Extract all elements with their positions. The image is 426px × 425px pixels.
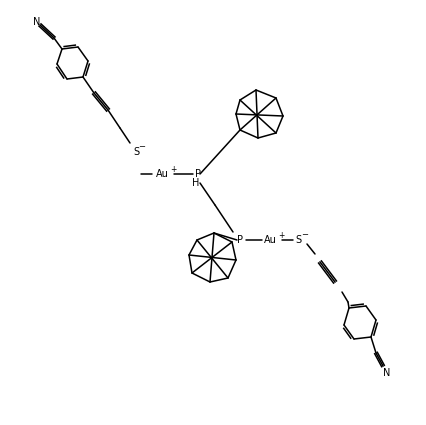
Text: H: H bbox=[192, 178, 200, 188]
Text: P: P bbox=[195, 169, 201, 179]
Text: N: N bbox=[33, 17, 41, 27]
Text: −: − bbox=[138, 142, 146, 151]
Text: P: P bbox=[237, 235, 243, 245]
Text: +: + bbox=[278, 230, 284, 240]
Text: S: S bbox=[295, 235, 301, 245]
Text: −: − bbox=[302, 230, 308, 240]
Text: +: + bbox=[170, 164, 176, 173]
Text: S: S bbox=[133, 147, 139, 157]
Text: Au: Au bbox=[264, 235, 276, 245]
Text: N: N bbox=[383, 368, 391, 378]
Text: Au: Au bbox=[155, 169, 168, 179]
